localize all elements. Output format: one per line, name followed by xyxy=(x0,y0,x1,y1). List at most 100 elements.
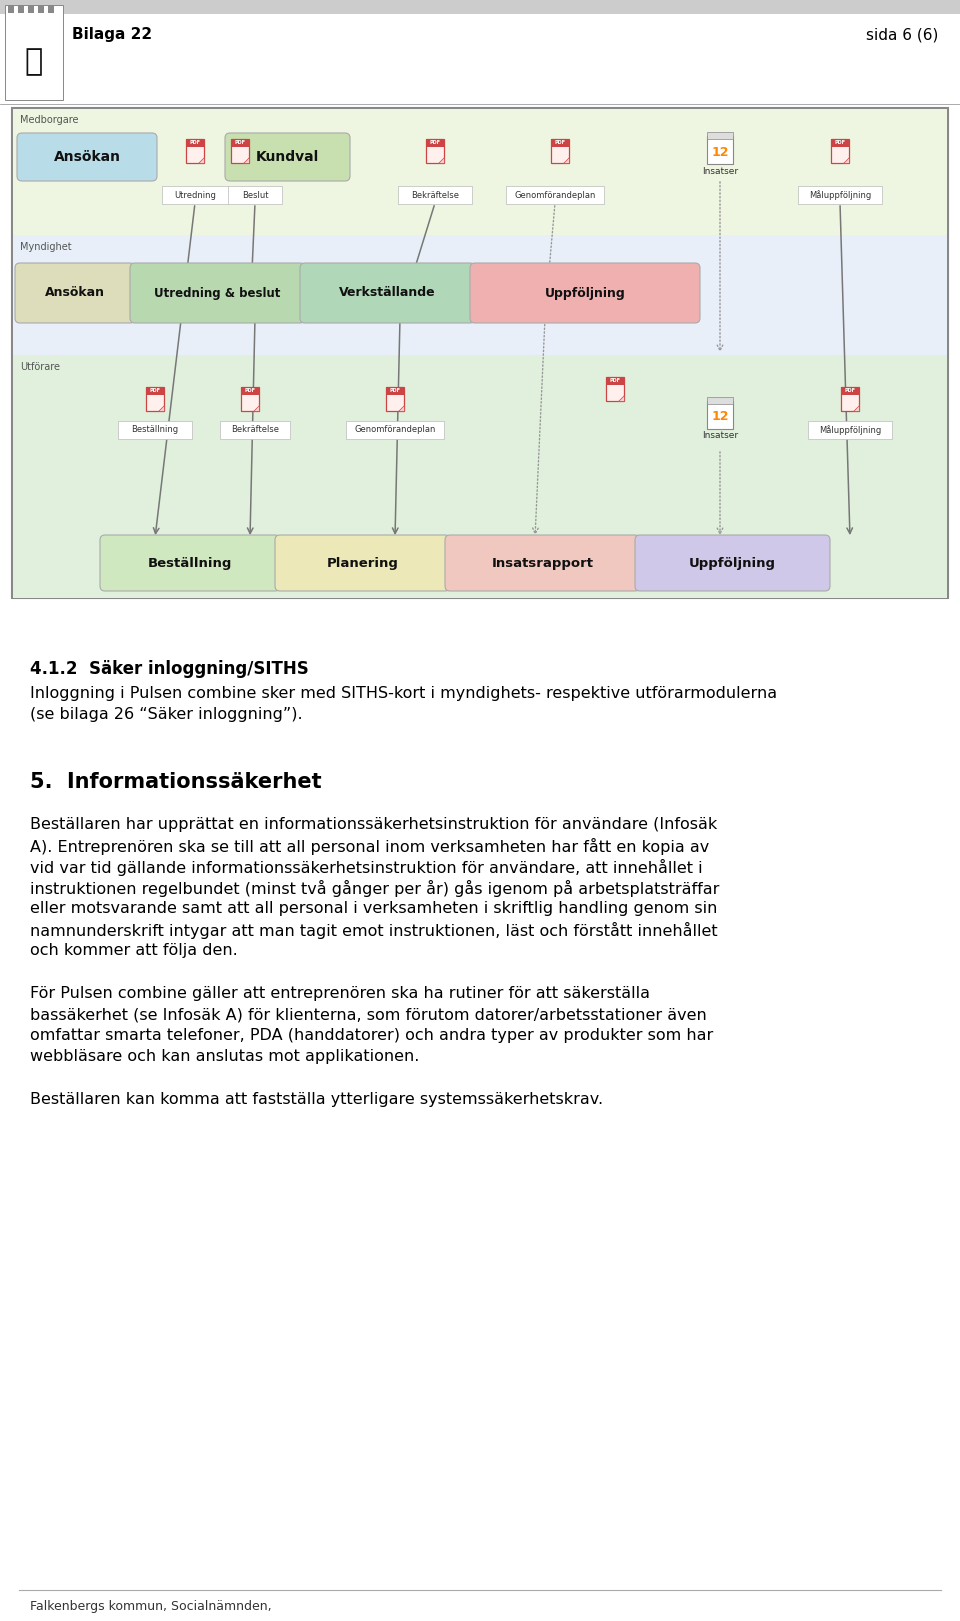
FancyBboxPatch shape xyxy=(398,186,472,204)
Text: PDF: PDF xyxy=(610,378,620,384)
Bar xyxy=(551,139,569,148)
Text: PDF: PDF xyxy=(245,389,255,394)
Text: PDF: PDF xyxy=(390,389,400,394)
Bar xyxy=(606,378,624,400)
Polygon shape xyxy=(843,157,849,164)
Text: Inloggning i Pulsen combine sker med SITHS-kort i myndighets- respektive utförar: Inloggning i Pulsen combine sker med SIT… xyxy=(30,686,778,700)
Text: 🦅: 🦅 xyxy=(25,47,43,76)
Text: Myndighet: Myndighet xyxy=(20,242,72,251)
Text: Insatser: Insatser xyxy=(702,431,738,441)
Polygon shape xyxy=(398,405,404,412)
Polygon shape xyxy=(198,157,204,164)
Bar xyxy=(831,139,849,148)
Bar xyxy=(231,139,249,148)
FancyBboxPatch shape xyxy=(300,263,475,323)
Bar xyxy=(146,387,164,412)
Bar xyxy=(831,139,849,164)
Text: 12: 12 xyxy=(711,146,729,159)
Text: Planering: Planering xyxy=(326,556,398,569)
Polygon shape xyxy=(438,157,444,164)
Text: Beställaren har upprättat en informationssäkerhetsinstruktion för användare (Inf: Beställaren har upprättat en information… xyxy=(30,817,717,832)
Text: bassäkerhet (se Infosäk A) för klienterna, som förutom datorer/arbetsstationer ä: bassäkerhet (se Infosäk A) för klientern… xyxy=(30,1007,707,1021)
Text: instruktionen regelbundet (minst två gånger per år) gås igenom på arbetsplatsträ: instruktionen regelbundet (minst två gån… xyxy=(30,880,719,896)
Bar xyxy=(241,387,259,396)
FancyBboxPatch shape xyxy=(228,186,282,204)
Bar xyxy=(12,109,948,598)
Bar xyxy=(841,387,859,412)
Text: Bilaga 22: Bilaga 22 xyxy=(72,28,152,42)
Text: PDF: PDF xyxy=(189,141,201,146)
FancyBboxPatch shape xyxy=(130,263,305,323)
Text: Utredning & beslut: Utredning & beslut xyxy=(155,287,280,300)
FancyBboxPatch shape xyxy=(161,186,228,204)
Text: Uppföljning: Uppföljning xyxy=(689,556,776,569)
Text: Insatsrapport: Insatsrapport xyxy=(492,556,593,569)
Bar xyxy=(426,139,444,164)
Bar xyxy=(0,0,960,15)
FancyBboxPatch shape xyxy=(17,133,157,182)
Text: Utredning: Utredning xyxy=(174,191,216,199)
Text: Ansökan: Ansökan xyxy=(45,287,105,300)
Text: Kundval: Kundval xyxy=(256,151,319,164)
Bar xyxy=(13,355,947,598)
FancyBboxPatch shape xyxy=(470,263,700,323)
Text: PDF: PDF xyxy=(429,141,441,146)
FancyBboxPatch shape xyxy=(635,535,830,592)
Text: Genomförandeplan: Genomförandeplan xyxy=(354,425,436,434)
Bar xyxy=(386,387,404,396)
Text: Beslut: Beslut xyxy=(242,191,268,199)
FancyBboxPatch shape xyxy=(118,421,192,439)
Text: Genomförandeplan: Genomförandeplan xyxy=(515,191,596,199)
Bar xyxy=(606,378,624,386)
Polygon shape xyxy=(853,405,859,412)
Bar xyxy=(231,139,249,164)
Text: PDF: PDF xyxy=(845,389,855,394)
Bar xyxy=(707,397,733,404)
FancyBboxPatch shape xyxy=(346,421,444,439)
Text: Bekräftelse: Bekräftelse xyxy=(411,191,459,199)
Text: A). Entreprenören ska se till att all personal inom verksamheten har fått en kop: A). Entreprenören ska se till att all pe… xyxy=(30,838,709,854)
Text: Måluppföljning: Måluppföljning xyxy=(819,425,881,434)
FancyBboxPatch shape xyxy=(220,421,290,439)
Text: Bekräftelse: Bekräftelse xyxy=(231,425,279,434)
Bar xyxy=(707,136,733,164)
Bar xyxy=(28,5,34,13)
Text: sida 6 (6): sida 6 (6) xyxy=(866,28,938,42)
Text: PDF: PDF xyxy=(834,141,846,146)
Polygon shape xyxy=(618,396,624,400)
Bar xyxy=(241,387,259,412)
Text: Medborgare: Medborgare xyxy=(20,115,79,125)
Text: Uppföljning: Uppföljning xyxy=(544,287,625,300)
Polygon shape xyxy=(158,405,164,412)
Bar xyxy=(8,5,14,13)
Bar xyxy=(38,5,44,13)
Text: webbläsare och kan anslutas mot applikationen.: webbläsare och kan anslutas mot applikat… xyxy=(30,1049,420,1063)
Text: Insatser: Insatser xyxy=(702,167,738,175)
Bar xyxy=(707,131,733,139)
Text: 5.  Informationssäkerhet: 5. Informationssäkerhet xyxy=(30,772,322,793)
Text: Falkenbergs kommun, Socialnämnden,: Falkenbergs kommun, Socialnämnden, xyxy=(30,1600,272,1613)
FancyBboxPatch shape xyxy=(275,535,450,592)
Text: (se bilaga 26 “Säker inloggning”).: (se bilaga 26 “Säker inloggning”). xyxy=(30,707,302,721)
Bar xyxy=(707,400,733,430)
Bar xyxy=(146,387,164,396)
FancyBboxPatch shape xyxy=(100,535,280,592)
Bar xyxy=(0,15,960,104)
Text: omfattar smarta telefoner, PDA (handdatorer) och andra typer av produkter som ha: omfattar smarta telefoner, PDA (handdato… xyxy=(30,1028,713,1042)
Text: Verkställande: Verkställande xyxy=(339,287,436,300)
FancyBboxPatch shape xyxy=(15,263,135,323)
Text: och kommer att följa den.: och kommer att följa den. xyxy=(30,943,238,958)
Text: eller motsvarande samt att all personal i verksamheten i skriftlig handling geno: eller motsvarande samt att all personal … xyxy=(30,901,717,916)
Bar xyxy=(48,5,54,13)
Bar xyxy=(13,235,947,355)
Polygon shape xyxy=(253,405,259,412)
Bar xyxy=(186,139,204,164)
Text: 4.1.2  Säker inloggning/SITHS: 4.1.2 Säker inloggning/SITHS xyxy=(30,660,309,678)
Text: PDF: PDF xyxy=(234,141,246,146)
Polygon shape xyxy=(243,157,249,164)
Bar xyxy=(426,139,444,148)
Text: 12: 12 xyxy=(711,410,729,423)
Polygon shape xyxy=(563,157,569,164)
Text: Beställning: Beställning xyxy=(148,556,232,569)
Bar xyxy=(551,139,569,164)
